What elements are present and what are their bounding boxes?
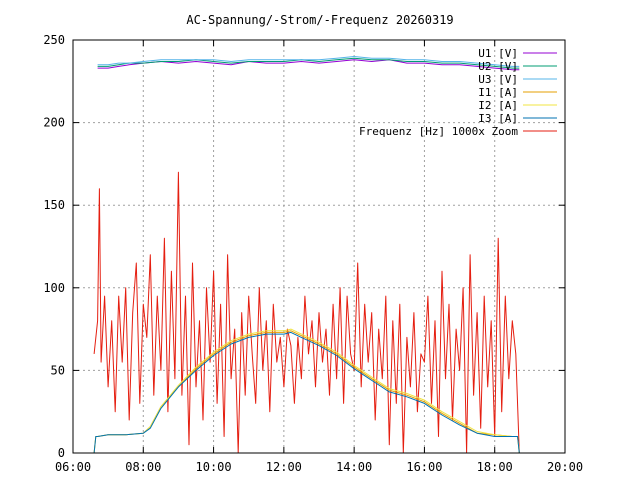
series-line-6	[93, 171, 520, 454]
x-tick-label: 08:00	[125, 460, 161, 474]
x-tick-label: 18:00	[477, 460, 513, 474]
x-tick-label: 12:00	[266, 460, 302, 474]
plot-frame	[72, 39, 566, 454]
series-layer	[93, 56, 520, 454]
x-tick-label: 20:00	[547, 460, 583, 474]
y-tick-label: 200	[43, 116, 65, 130]
y-tick-label: 250	[43, 33, 65, 47]
x-tick-label: 06:00	[55, 460, 91, 474]
legend-label: U3 [V]	[478, 73, 518, 86]
legend-label: U2 [V]	[478, 60, 518, 73]
x-tick-label: 10:00	[196, 460, 232, 474]
legend-label: I3 [A]	[478, 112, 518, 125]
legend-label: Frequenz [Hz] 1000x Zoom	[359, 125, 518, 138]
chart-title: AC-Spannung/-Strom/-Frequenz 20260319	[186, 13, 453, 27]
y-tick-label: 50	[51, 363, 65, 377]
y-tick-label: 0	[58, 446, 65, 460]
tick-labels: 06:00 08:00 10:00 12:00 14:00 16:00 18:00 20:00…	[43, 33, 583, 474]
legend-label: I2 [A]	[478, 99, 518, 112]
series-line-5	[93, 331, 520, 454]
x-tick-label: 16:00	[406, 460, 442, 474]
x-tick-label: 14:00	[336, 460, 372, 474]
legend-label: I1 [A]	[478, 86, 518, 99]
series-line-2	[97, 56, 520, 67]
y-tick-label: 100	[43, 281, 65, 295]
legend: U1 [V]U2 [V]U3 [V]I1 [A]I2 [A]I3 [A]Freq…	[359, 47, 557, 138]
legend-label: U1 [V]	[478, 47, 518, 60]
y-tick-label: 150	[43, 198, 65, 212]
